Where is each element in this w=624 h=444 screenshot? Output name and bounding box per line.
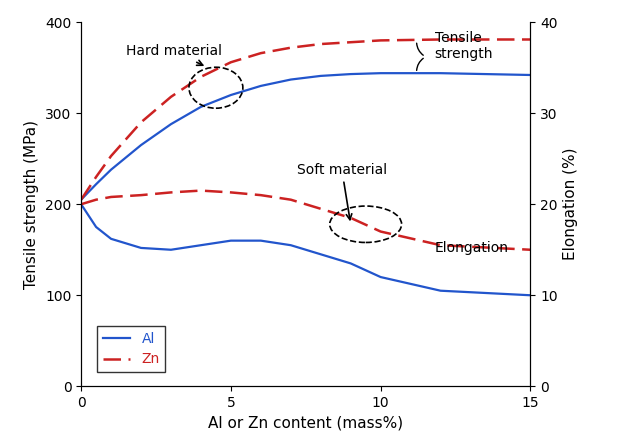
- Text: Hard material: Hard material: [126, 44, 222, 65]
- Y-axis label: Elongation (%): Elongation (%): [563, 148, 578, 261]
- X-axis label: Al or Zn content (mass%): Al or Zn content (mass%): [208, 416, 403, 431]
- Legend: Al, Zn: Al, Zn: [97, 326, 165, 372]
- Text: Tensile
strength: Tensile strength: [434, 31, 493, 61]
- Y-axis label: Tensile strength (MPa): Tensile strength (MPa): [24, 120, 39, 289]
- Text: Elongation: Elongation: [434, 241, 509, 254]
- Text: Soft material: Soft material: [297, 163, 387, 220]
